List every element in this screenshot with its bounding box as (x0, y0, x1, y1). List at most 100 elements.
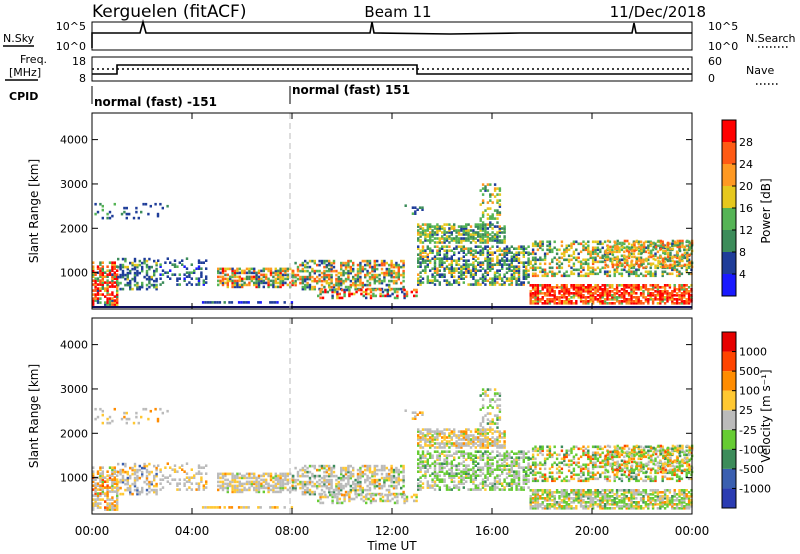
velocity-cell (257, 488, 261, 492)
power-cell (462, 231, 465, 234)
power-cell (104, 301, 107, 304)
power-cell (267, 277, 270, 281)
power-cell (685, 266, 688, 270)
power-cell (630, 298, 633, 301)
power-cell (479, 277, 482, 280)
power-cell (248, 271, 251, 275)
velocity-cell (379, 493, 382, 497)
power-cell (579, 250, 583, 254)
power-cell (325, 265, 328, 269)
power-cell (373, 263, 376, 267)
velocity-cell (426, 432, 429, 435)
velocity-cell (176, 484, 179, 487)
velocity-cell (197, 482, 201, 485)
velocity-cell (226, 484, 229, 488)
power-cell (650, 263, 653, 267)
power-cell (659, 286, 662, 289)
power-cell (111, 265, 114, 268)
power-cell (380, 267, 384, 271)
power-cell (126, 277, 129, 281)
velocity-cell (474, 470, 477, 473)
power-cell (606, 255, 610, 259)
power-cell (582, 244, 585, 248)
power-cell (126, 271, 129, 275)
velocity-cell (121, 462, 125, 466)
velocity-cell (395, 484, 398, 488)
power-cell (472, 229, 475, 232)
velocity-cell (460, 470, 463, 473)
velocity-cell (436, 462, 439, 465)
velocity-cell (200, 478, 203, 481)
velocity-cell (415, 493, 418, 497)
power-cell (656, 288, 660, 291)
velocity-cell (400, 486, 403, 490)
power-cell (484, 257, 487, 260)
power-cell (551, 258, 554, 262)
power-cell (685, 284, 688, 287)
velocity-cell (441, 450, 444, 453)
power-cell (603, 284, 607, 287)
power-cell (649, 270, 652, 274)
power-cell (687, 292, 691, 295)
power-cell (438, 275, 441, 278)
velocity-cell (498, 488, 501, 491)
velocity-cell (426, 434, 429, 437)
power-cell (431, 279, 434, 282)
power-cell (522, 249, 525, 252)
velocity-cell (108, 498, 112, 501)
power-cell (226, 281, 229, 285)
power-cell (436, 257, 439, 260)
power-cell (424, 233, 427, 236)
power-cell (642, 286, 645, 289)
power-cell (639, 256, 643, 260)
power-cell (467, 237, 470, 240)
velocity-cell (131, 492, 134, 496)
velocity-cell (343, 493, 346, 497)
velocity-cell (472, 468, 475, 471)
power-cell (647, 290, 650, 293)
velocity-cell (479, 470, 482, 473)
velocity-cell (366, 468, 369, 472)
power-cell (683, 284, 686, 287)
power-cell (360, 292, 363, 296)
power-cell (531, 258, 535, 262)
velocity-cell (145, 478, 149, 482)
power-cell (383, 263, 386, 267)
power-cell (642, 262, 645, 266)
power-cell (591, 252, 595, 256)
power-cell (651, 284, 655, 287)
power-cell (171, 263, 174, 266)
power-cell (124, 277, 127, 281)
velocity-cell (306, 480, 309, 484)
power-cell (474, 251, 477, 254)
velocity-cell (460, 472, 463, 475)
velocity-cell (493, 442, 497, 445)
power-cell (292, 269, 295, 273)
power-cell (111, 283, 114, 286)
velocity-cell (221, 488, 225, 492)
velocity-cell (365, 501, 368, 505)
velocity-cell (376, 468, 379, 472)
power-cell (536, 274, 540, 278)
velocity-cell (450, 432, 453, 435)
power-cell (543, 252, 547, 256)
velocity-cell (257, 480, 261, 484)
power-cell (596, 252, 600, 256)
velocity-cell (344, 476, 348, 480)
power-cell (262, 267, 265, 271)
velocity-cell (472, 470, 475, 473)
power-cell (558, 300, 561, 303)
velocity-panel-bg (92, 318, 692, 514)
power-cell (448, 263, 451, 266)
colorbar-tick-label: 8 (739, 246, 746, 259)
velocity-cell (441, 442, 444, 445)
velocity-cell (301, 486, 304, 490)
power-cell (397, 271, 400, 275)
power-cell (373, 275, 376, 279)
power-cell (582, 240, 585, 244)
power-cell (639, 294, 643, 297)
velocity-cell (429, 428, 432, 431)
power-cell (632, 272, 636, 276)
velocity-cell (498, 452, 501, 455)
power-cell (441, 225, 444, 228)
